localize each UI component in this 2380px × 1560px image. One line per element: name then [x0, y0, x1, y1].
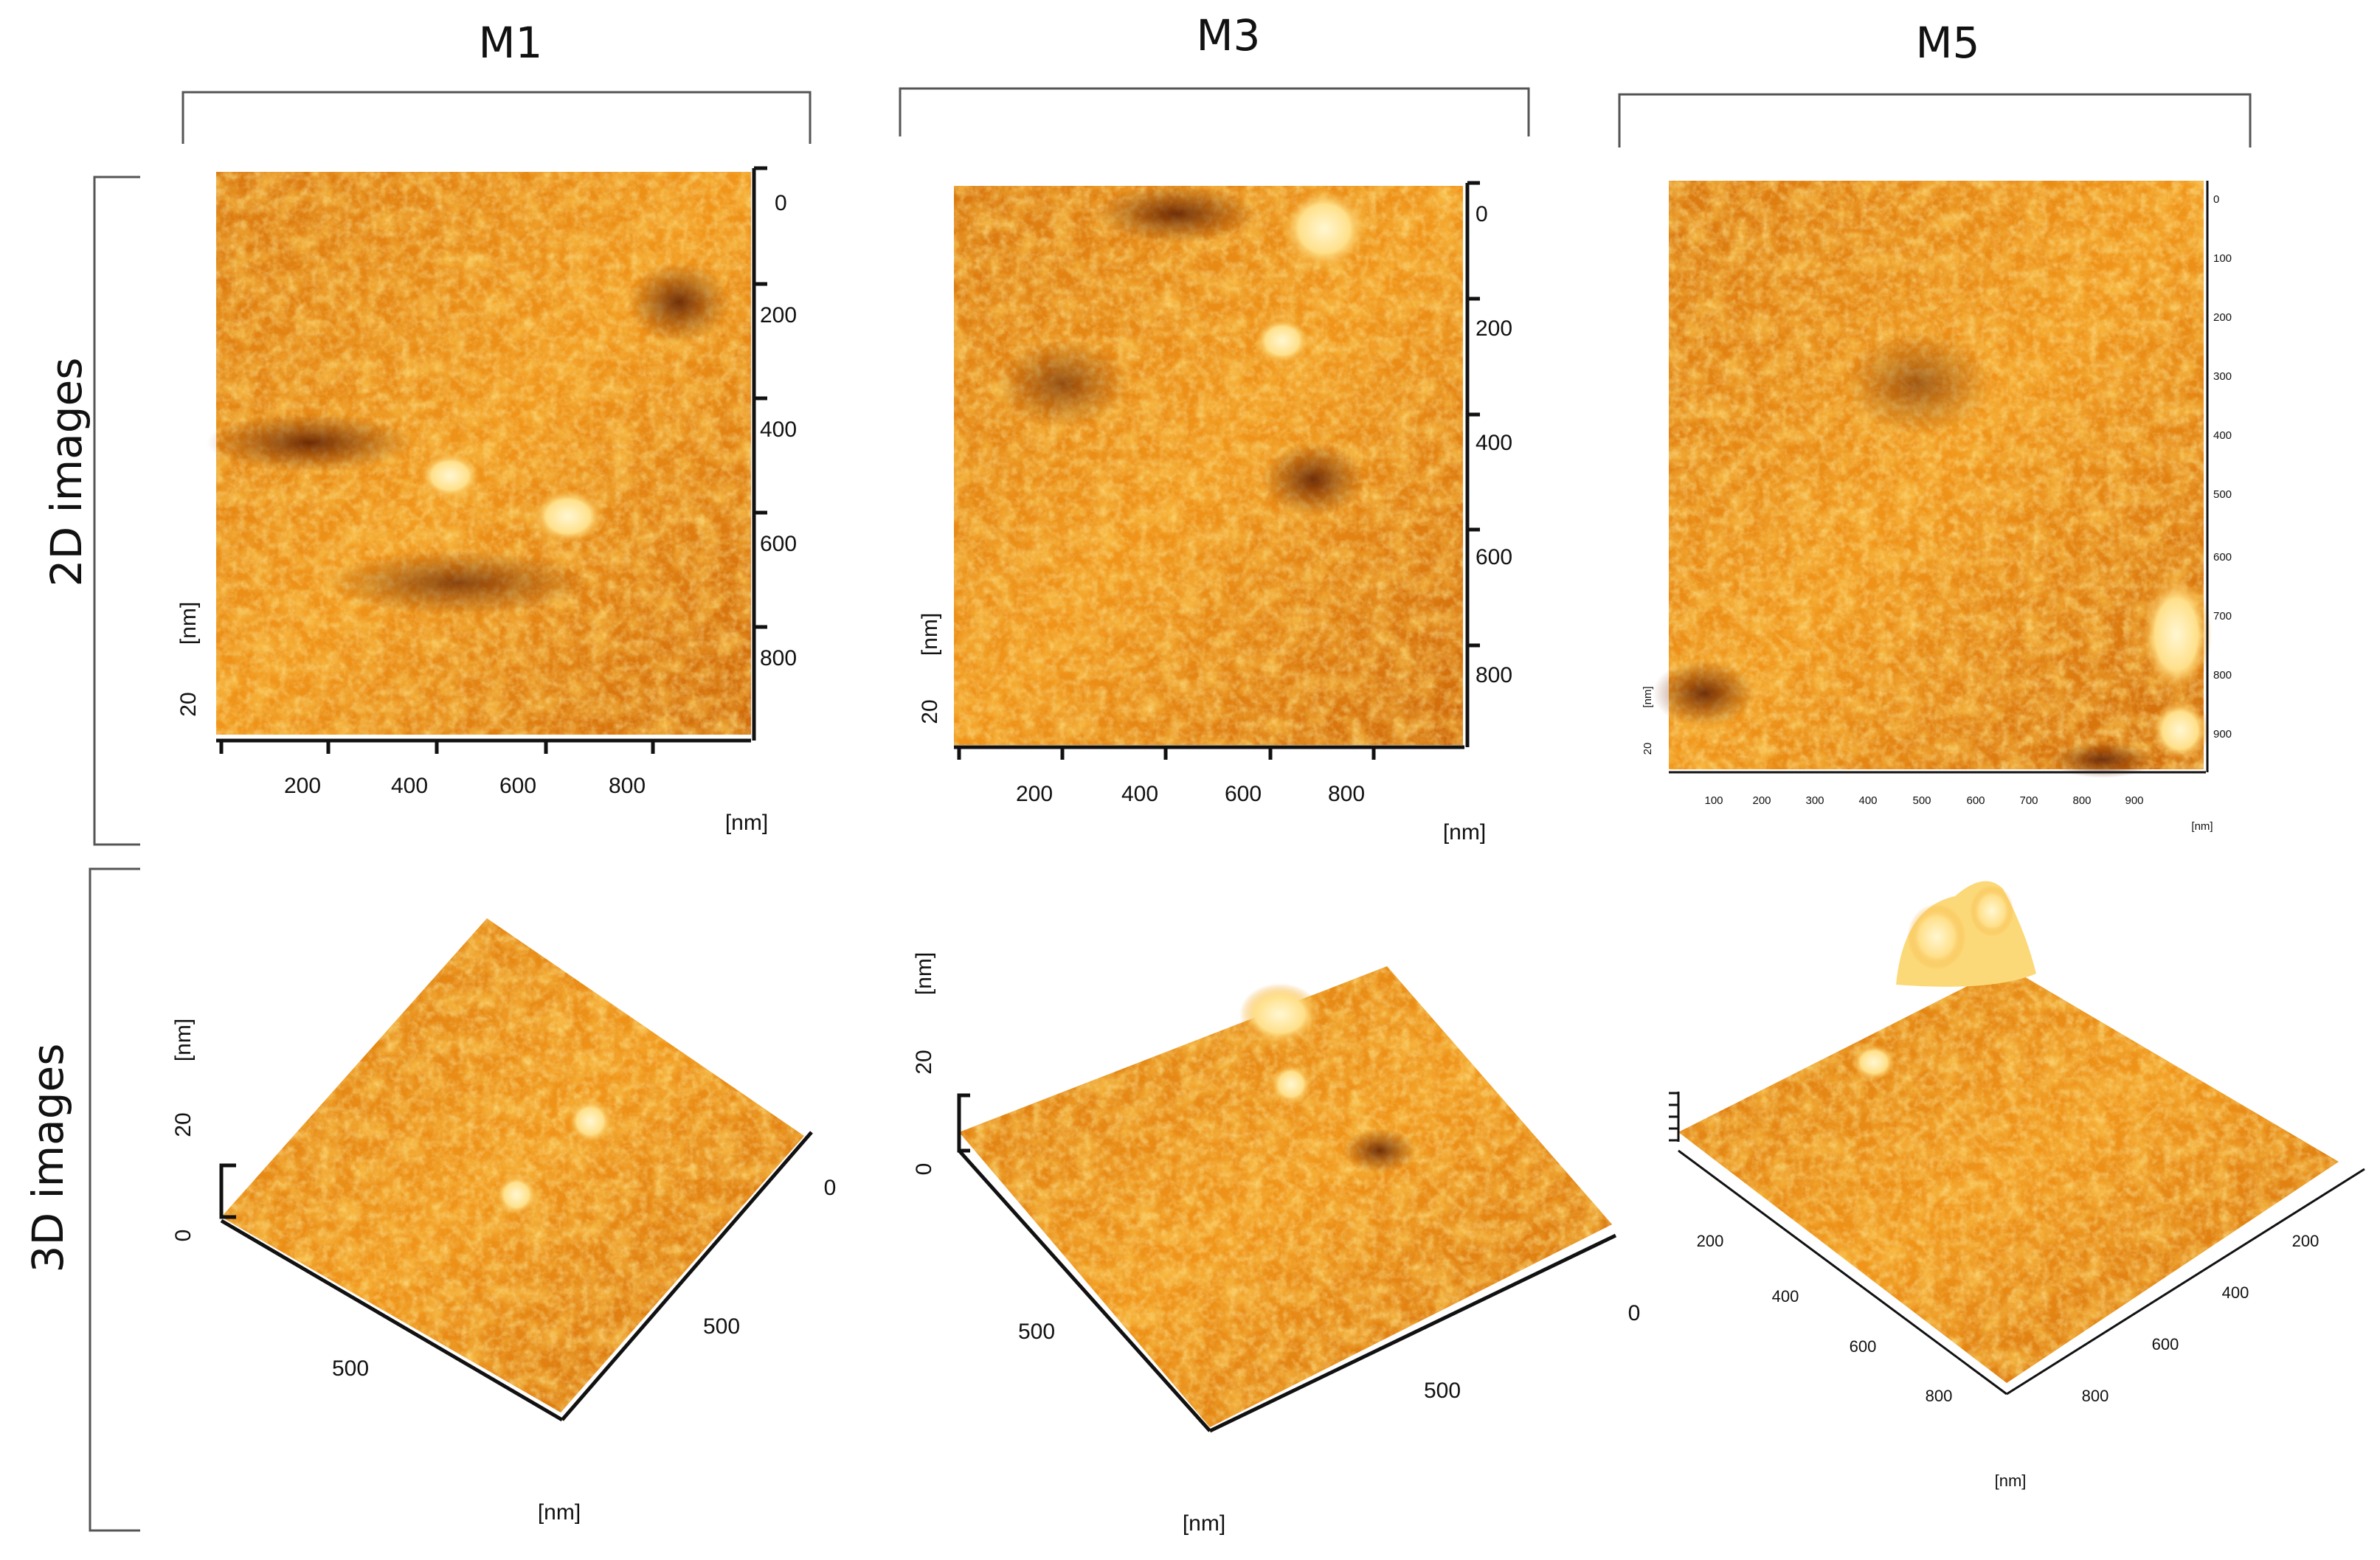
m5-x-tick: 300 [1805, 794, 1824, 807]
m3-3d-z-axis [957, 1093, 970, 1153]
m1-3d-z-unit: [nm] [171, 1019, 196, 1061]
m1-y-tick: 0 [775, 191, 787, 215]
m3-y-tick: 0 [1476, 202, 1488, 226]
m1-z-unit: [nm] [176, 602, 201, 645]
m3-3d-right-tick: 0 [1628, 1301, 1641, 1325]
m5-x-tick: 900 [2125, 794, 2143, 807]
afm-2d-panel-m5: 100 200 300 400 500 600 700 800 900 [nm]… [1642, 181, 2232, 833]
m5-y-tick: 800 [2213, 669, 2232, 682]
m5-y-tick: 0 [2213, 193, 2219, 206]
m3-3d-front-axis [958, 1149, 1211, 1432]
afm-3d-panel-m5: 200 400 600 800 200 400 600 800 [nm] [1669, 881, 2365, 1490]
m5-x-tick: 800 [2072, 794, 2091, 807]
m3-z-unit: [nm] [918, 613, 942, 656]
row-bracket-3d [89, 867, 140, 1532]
m1-x-tick: 400 [391, 774, 428, 798]
column-bracket-m5 [1618, 93, 2252, 148]
m5-y-tick: 300 [2213, 370, 2232, 383]
m5-z-unit: [nm] [1642, 686, 1654, 707]
m1-3d-front-axis [220, 1218, 564, 1422]
m3-z-value: 20 [918, 699, 942, 724]
afm-2d-panel-m1: 200 400 600 800 [nm] 0 200 400 600 800 [… [176, 166, 797, 835]
m5-x-tick: 100 [1704, 794, 1723, 807]
m3-3d-unit: [nm] [1183, 1511, 1225, 1536]
m5-y-tick: 100 [2213, 252, 2232, 265]
m1-y-tick: 200 [760, 303, 797, 327]
m3-3d-z-unit: [nm] [912, 952, 936, 995]
m5-3d-right-tick: 400 [2222, 1283, 2249, 1302]
m3-x-tick: 400 [1121, 782, 1158, 806]
m5-y-tick: 400 [2213, 429, 2232, 442]
m5-x-tick: 600 [1966, 794, 1985, 807]
m3-y-tick: 400 [1476, 431, 1512, 455]
m3-x-tick: 800 [1328, 782, 1365, 806]
m3-3d-right-tick: 500 [1424, 1379, 1461, 1403]
m5-3d-z-axis [1669, 1092, 1680, 1142]
m1-x-tick: 600 [499, 774, 536, 798]
m3-3d-right-axis [1208, 1233, 1617, 1433]
m3-3d-z-tick: 0 [912, 1163, 936, 1176]
m5-x-tick: 400 [1858, 794, 1877, 807]
m3-3d-front-tick: 500 [1018, 1320, 1055, 1344]
m1-y-tick: 600 [760, 532, 797, 556]
m3-y-tick: 800 [1476, 663, 1512, 687]
m1-3d-right-axis [561, 1131, 813, 1421]
m5-3d-front-tick: 800 [1926, 1387, 1953, 1405]
m3-x-tick: 200 [1016, 782, 1053, 806]
m1-x-unit: [nm] [725, 811, 768, 835]
m1-3d-z-axis [219, 1163, 236, 1219]
m5-x-tick: 200 [1752, 794, 1771, 807]
m1-z-value: 20 [176, 692, 201, 716]
m5-y-tick: 500 [2213, 488, 2232, 501]
m3-x-unit: [nm] [1443, 820, 1486, 845]
m1-y-tick: 800 [760, 646, 797, 670]
afm-3d-panel-m1: [nm] 20 0 500 500 0 [nm] [171, 918, 837, 1525]
m5-x-unit: [nm] [2191, 820, 2213, 833]
m5-3d-right-axis [2006, 1168, 2365, 1396]
m3-3d-peak [1239, 983, 1321, 1045]
column-bracket-m3 [899, 87, 1530, 136]
m5-3d-right-tick: 200 [2292, 1232, 2320, 1250]
m5-3d-front-tick: 400 [1772, 1287, 1799, 1306]
m5-y-tick: 900 [2213, 728, 2232, 741]
m1-x-tick: 800 [609, 774, 646, 798]
m5-3d-right-tick: 600 [2152, 1335, 2179, 1353]
m5-x-tick: 700 [2019, 794, 2038, 807]
afm-3d-panel-m3: [nm] 20 0 500 500 0 [nm] [912, 952, 1640, 1536]
m1-3d-unit: [nm] [538, 1500, 581, 1525]
m1-3d-z-tick: 0 [171, 1230, 196, 1242]
column-bracket-m1 [181, 91, 812, 144]
column-title-m3: M3 [1197, 10, 1261, 60]
m3-y-tick: 200 [1476, 316, 1512, 341]
m1-x-tick: 200 [284, 774, 321, 798]
m3-x-tick: 600 [1225, 782, 1262, 806]
m1-3d-front-tick: 500 [332, 1356, 369, 1381]
column-title-m5: M5 [1916, 18, 1980, 68]
m3-y-tick: 600 [1476, 545, 1512, 569]
m5-3d-front-tick: 200 [1697, 1232, 1724, 1250]
m5-3d-front-axis [1678, 1149, 2007, 1396]
m5-z-value: 20 [1642, 743, 1654, 755]
m5-3d-front-tick: 600 [1850, 1337, 1877, 1356]
m5-y-tick: 600 [2213, 551, 2232, 564]
row-title-3d: 3D images [23, 1044, 73, 1273]
m1-y-tick: 400 [760, 417, 797, 442]
afm-2d-panel-m3: [nm] 200 400 600 800 [nm] 0 200 400 600 … [918, 181, 1512, 845]
column-title-m1: M1 [479, 18, 543, 68]
m1-3d-right-tick: 500 [703, 1314, 740, 1339]
row-title-2d: 2D images [41, 358, 91, 587]
row-bracket-2d [93, 176, 140, 846]
m5-x-tick: 500 [1912, 794, 1931, 807]
m5-y-tick: 700 [2213, 610, 2232, 623]
m1-3d-right-tick: 0 [824, 1176, 837, 1200]
m5-3d-unit: [nm] [1995, 1471, 2027, 1490]
m3-3d-z-tick: 20 [912, 1050, 936, 1074]
m5-y-tick: 200 [2213, 311, 2232, 324]
m5-3d-right-tick: 800 [2082, 1387, 2109, 1405]
m1-3d-z-tick: 20 [171, 1112, 196, 1137]
